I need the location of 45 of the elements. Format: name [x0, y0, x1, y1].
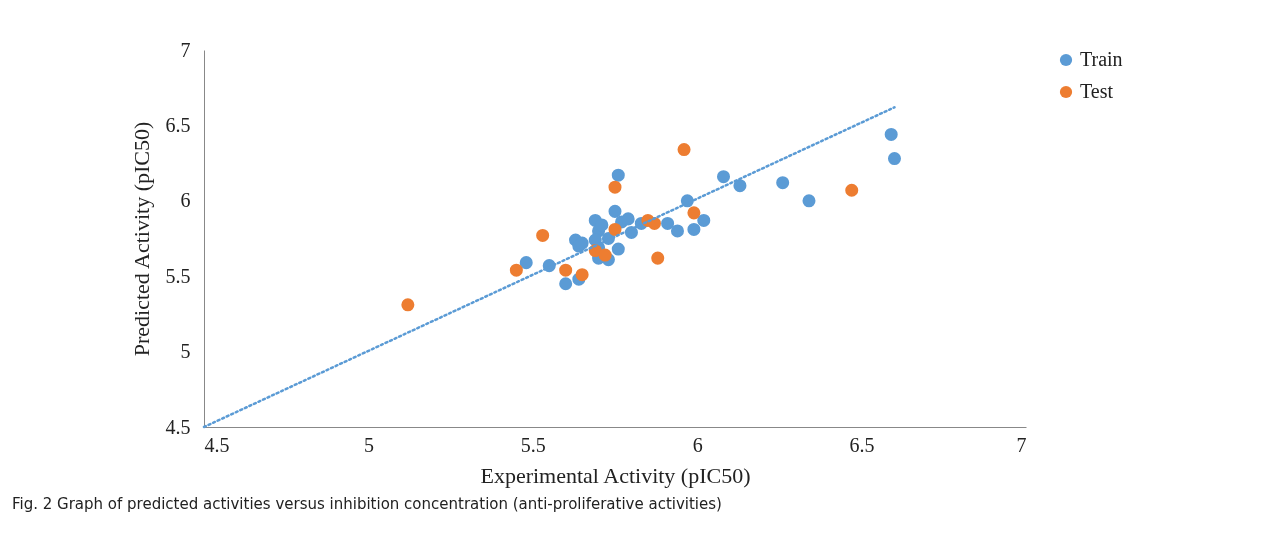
legend-label: Test [1080, 80, 1114, 102]
y-tick-label: 5.5 [165, 264, 191, 287]
point [519, 256, 533, 270]
y-axis-title: Predicted Activity (pIC50) [128, 121, 154, 357]
point [845, 183, 859, 197]
y-tick-label: 6.5 [165, 113, 191, 136]
point [608, 180, 622, 194]
x-tick-label: 5 [363, 433, 374, 456]
point [677, 143, 691, 157]
point [401, 298, 415, 312]
point [611, 168, 625, 182]
x-tick-label: 6 [692, 433, 703, 456]
y-tick-label: 6 [180, 189, 191, 212]
legend-label: Train [1080, 48, 1123, 70]
point [621, 212, 635, 226]
x-tick-label: 5.5 [520, 433, 546, 456]
y-tick-label: 5 [180, 340, 191, 363]
point [651, 251, 665, 265]
x-tick-label: 4.5 [204, 433, 230, 456]
point [608, 204, 622, 218]
point [670, 224, 684, 238]
point [598, 248, 612, 262]
y-tick-label: 7 [180, 38, 191, 61]
point [536, 228, 550, 242]
y-tick-label: 4.5 [165, 415, 191, 438]
point [733, 179, 747, 193]
point [802, 194, 816, 208]
point [887, 152, 901, 166]
point [661, 216, 675, 230]
point [884, 127, 898, 141]
point [776, 176, 790, 190]
point [697, 213, 711, 227]
caption: Fig. 2 Graph of predicted activities versus inhibition concentration (anti-proliferative activities) [12, 495, 723, 513]
x-tick-label: 6.5 [849, 433, 875, 456]
x-axis-title: Experimental Activity (pIC50) [480, 462, 751, 488]
point [575, 268, 589, 282]
point [716, 170, 731, 184]
point [559, 277, 573, 291]
point [687, 222, 701, 236]
point [559, 263, 573, 277]
point [687, 206, 701, 220]
point [509, 263, 523, 277]
x-tick-label: 7 [1016, 433, 1027, 456]
point [611, 242, 625, 256]
point [608, 222, 622, 236]
